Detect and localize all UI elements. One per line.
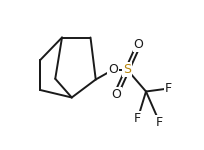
Text: O: O [111, 88, 120, 101]
Text: F: F [134, 112, 141, 125]
Text: F: F [164, 82, 171, 95]
Text: O: O [133, 39, 143, 51]
Text: S: S [123, 63, 131, 76]
Text: F: F [155, 116, 162, 129]
Text: O: O [108, 63, 117, 76]
